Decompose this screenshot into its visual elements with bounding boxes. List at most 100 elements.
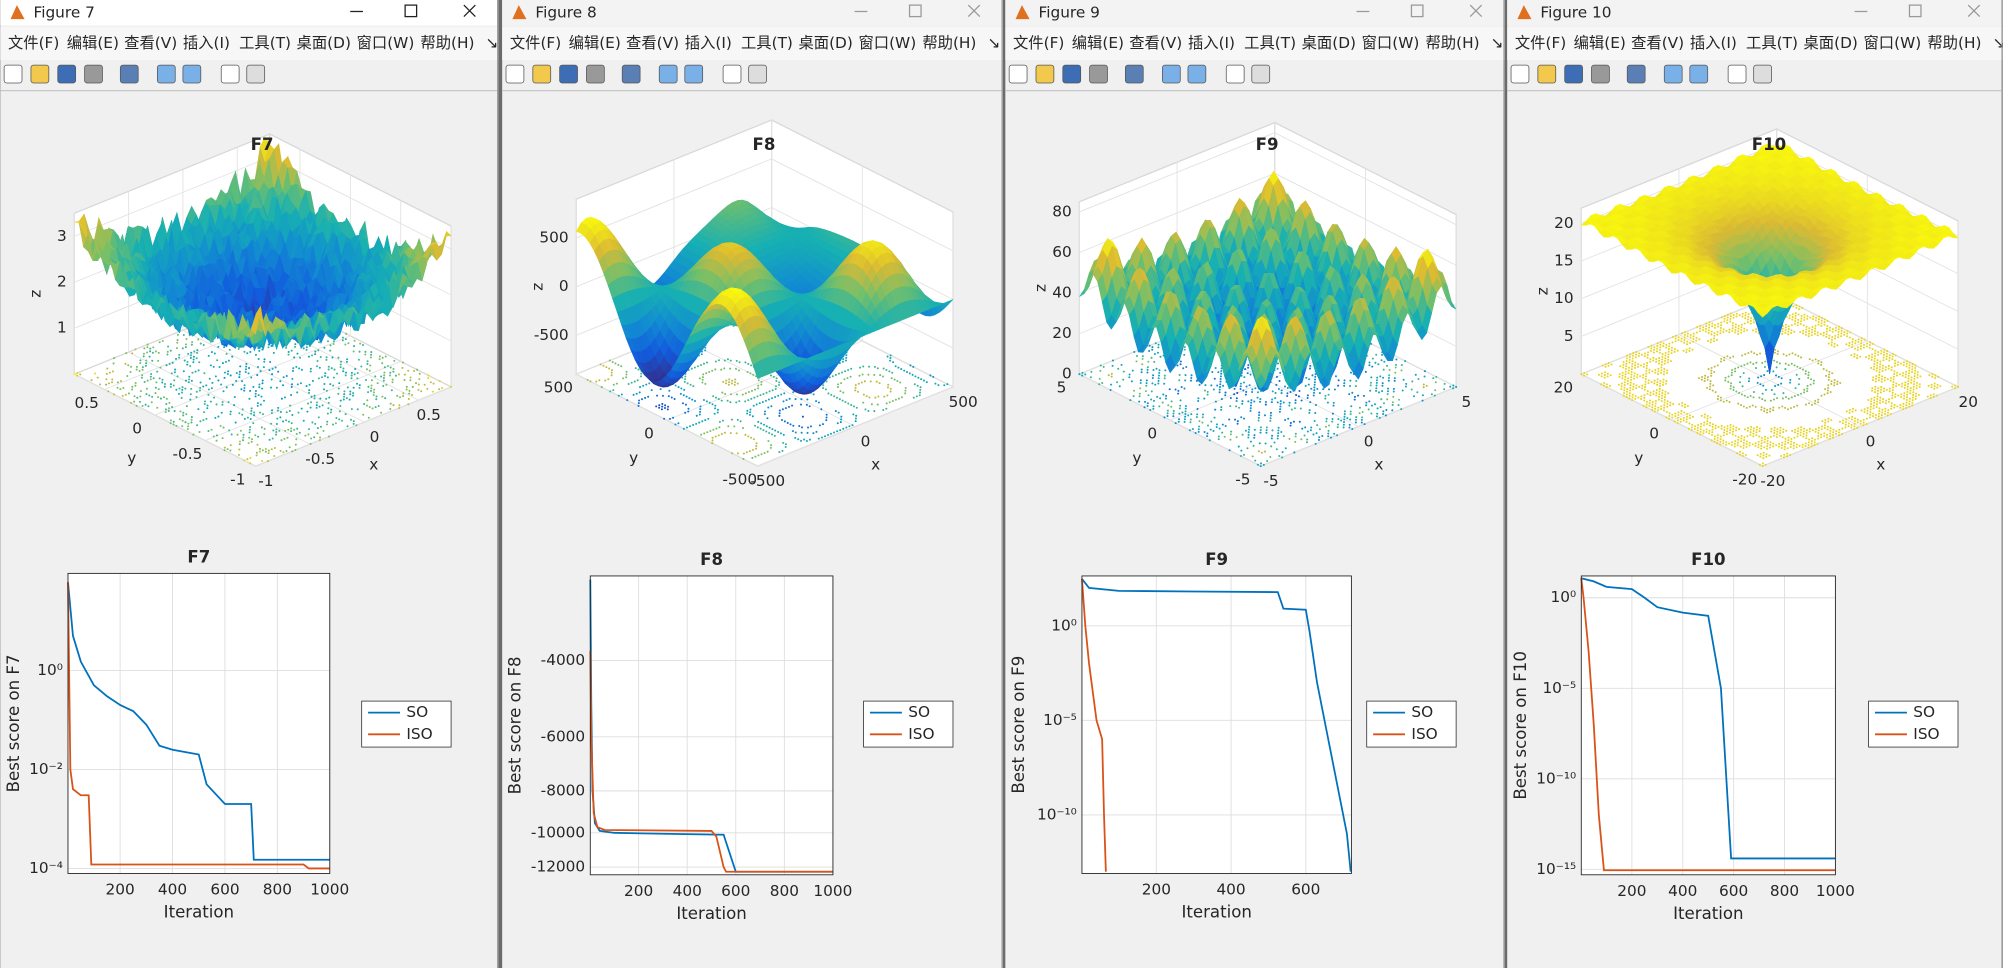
contour-point: [840, 371, 844, 374]
contour-point: [673, 397, 676, 400]
menu-item[interactable]: ↘: [486, 34, 499, 52]
contour-point: [888, 370, 891, 373]
contour-point: [660, 408, 663, 411]
close-button[interactable]: [463, 4, 476, 18]
contour-point: [685, 395, 688, 398]
toolbar-button[interactable]: [84, 64, 103, 84]
menu-item[interactable]: 编辑(E): [1072, 34, 1124, 52]
contour-point: [397, 373, 401, 376]
menu-item[interactable]: 查看(V): [124, 34, 177, 52]
x-tick-label: 600: [721, 882, 750, 900]
menu-item[interactable]: 编辑(E): [67, 34, 119, 52]
menu-item[interactable]: 帮助(H): [922, 34, 976, 52]
contour-point: [701, 378, 704, 381]
contour-point: [235, 372, 238, 375]
contour-point: [248, 428, 251, 431]
menu-item[interactable]: 文件(F): [8, 34, 59, 52]
contour-point: [861, 373, 864, 376]
contour-point: [266, 460, 269, 463]
contour-point: [185, 338, 188, 341]
toolbar-button[interactable]: [621, 64, 641, 84]
x-tick-label: -1: [258, 472, 273, 490]
toolbar-button[interactable]: [220, 64, 240, 84]
contour-point: [190, 351, 193, 354]
contour-point: [750, 397, 753, 400]
menu-item[interactable]: 文件(F): [510, 34, 561, 52]
contour-point: [595, 380, 598, 383]
menu-item[interactable]: 工具(T): [239, 34, 291, 52]
contour-point: [736, 452, 739, 455]
contour-point: [317, 349, 320, 352]
contour-point: [370, 353, 373, 356]
toolbar-button[interactable]: [156, 64, 176, 84]
contour-point: [684, 378, 687, 381]
toolbar-button[interactable]: [505, 64, 525, 84]
toolbar-button[interactable]: [30, 64, 50, 84]
contour-point: [739, 420, 742, 423]
toolbar-button[interactable]: [57, 64, 77, 84]
toolbar-button[interactable]: [684, 64, 704, 84]
toolbar-button[interactable]: [748, 64, 767, 84]
contour-point: [295, 438, 298, 441]
contour-point: [185, 405, 188, 408]
contour-point: [267, 346, 270, 349]
menu-item[interactable]: 桌面(D): [297, 34, 351, 52]
contour-point: [113, 393, 116, 396]
menu-item[interactable]: 文件(F): [1013, 34, 1064, 52]
toolbar-button[interactable]: [658, 64, 678, 84]
contour-point: [203, 411, 206, 414]
x-tick-label: 800: [770, 882, 799, 900]
contour-point: [136, 396, 139, 399]
toolbar-button[interactable]: [586, 64, 605, 84]
contour-point: [852, 413, 855, 416]
legend-label: ISO: [908, 725, 934, 743]
contour-point: [209, 364, 212, 367]
contour-point: [250, 438, 254, 441]
menu-item[interactable]: 窗口(W): [357, 34, 415, 52]
toolbar-button[interactable]: [3, 64, 23, 84]
contour-point: [611, 361, 614, 364]
contour-point: [750, 389, 753, 392]
menu-item[interactable]: 窗口(W): [858, 34, 916, 52]
menu-item[interactable]: 插入(I): [183, 34, 230, 52]
contour-point: [127, 364, 130, 367]
contour-point: [622, 377, 625, 380]
contour-point: [809, 425, 812, 428]
contour-point: [249, 350, 252, 353]
contour-point: [844, 400, 847, 404]
contour-point: [257, 394, 260, 397]
contour-point: [932, 375, 935, 378]
contour-point: [205, 417, 208, 420]
toolbar-button[interactable]: [182, 64, 202, 84]
menu-item[interactable]: 插入(I): [685, 34, 732, 52]
contour-point: [324, 372, 327, 375]
menu-item[interactable]: 编辑(E): [569, 34, 621, 52]
toolbar-button[interactable]: [119, 64, 139, 84]
menu-item[interactable]: ↘: [987, 34, 1000, 52]
menu-item[interactable]: 桌面(D): [798, 34, 852, 52]
contour-point: [865, 395, 868, 398]
contour-point: [226, 373, 229, 376]
contour-point: [184, 421, 187, 424]
maximize-button[interactable]: [404, 4, 418, 18]
contour-point: [742, 452, 745, 455]
toolbar-button[interactable]: [722, 64, 742, 84]
menu-item[interactable]: 帮助(H): [420, 34, 474, 52]
contour-point: [384, 397, 387, 400]
contour-point: [706, 431, 709, 434]
contour-point: [744, 361, 747, 364]
toolbar-button[interactable]: [532, 64, 552, 84]
contour-point: [339, 360, 343, 363]
toolbar-button[interactable]: [559, 64, 578, 84]
menu-item[interactable]: 查看(V): [626, 34, 679, 52]
contour-point: [847, 402, 850, 405]
contour-point: [850, 403, 853, 406]
contour-point: [233, 404, 236, 407]
contour-point: [268, 438, 271, 441]
contour-point: [363, 403, 366, 406]
contour-point: [214, 416, 217, 419]
toolbar-button[interactable]: [246, 64, 266, 84]
menu-item[interactable]: 工具(T): [741, 34, 793, 52]
contour-point: [241, 380, 244, 383]
contour-point: [679, 392, 682, 395]
